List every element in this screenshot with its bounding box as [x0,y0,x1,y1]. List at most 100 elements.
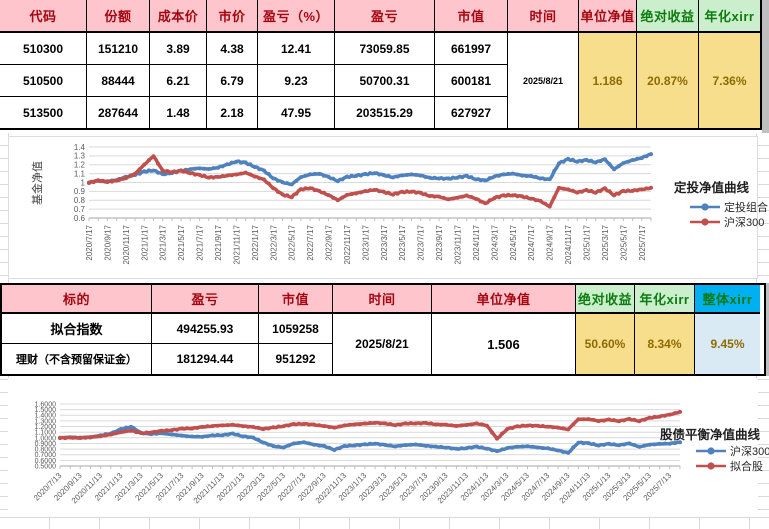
th-pnl[interactable]: 盈亏 [152,285,259,314]
th-market-price[interactable]: 市价 [207,0,258,33]
table-cell[interactable]: 4.38 [207,33,258,65]
row-label[interactable]: 拟合指数 [2,314,152,344]
svg-text:2022/3/17: 2022/3/17 [269,224,278,260]
th-market-value[interactable]: 市值 [259,285,333,314]
time-cell[interactable]: 2025/8/21 [508,33,579,130]
table-cell[interactable]: 513500 [0,97,87,130]
th-abs-return[interactable]: 绝对收益 [576,285,635,314]
table-cell[interactable]: 181294.44 [152,344,259,374]
table-cell[interactable]: 494255.93 [152,314,259,344]
th-pnl-pct[interactable]: 盈亏（%） [258,0,335,33]
svg-text:2025/5/17: 2025/5/17 [619,224,628,260]
svg-text:2025/1/17: 2025/1/17 [583,224,592,260]
legend-item[interactable]: 拟合股 [696,458,769,473]
legend-item[interactable]: 定投组合 [690,199,768,214]
svg-text:2020/11/17: 2020/11/17 [122,224,131,264]
th-pnl[interactable]: 盈亏 [335,0,435,33]
chart2-legend[interactable]: 沪深300 拟合股 [696,443,769,473]
th-time[interactable]: 时间 [508,0,579,33]
time-cell[interactable]: 2025/8/21 [333,314,432,374]
svg-text:1.1: 1.1 [74,169,86,178]
table-cell[interactable]: 1.48 [150,97,207,130]
th-annual-xirr[interactable]: 年化xirr [635,285,695,314]
th-abs-return[interactable]: 绝对收益 [637,0,699,33]
th-cost-price[interactable]: 成本价 [150,0,207,33]
svg-text:2025/3/17: 2025/3/17 [601,224,610,260]
annual-xirr-cell[interactable]: 7.36% [699,33,762,130]
stock-bond-balance-chart[interactable]: 1.6000 1.5000 1.4000 1.3000 1.2000 1.1000 1.00… [8,378,758,517]
annual-xirr-cell[interactable]: 8.34% [635,314,695,374]
table-cell[interactable]: 9.23 [258,65,335,97]
th-market-value[interactable]: 市值 [435,0,508,33]
dca-nav-chart[interactable]: 基金净值 1.4 1.3 1.2 1.1 1 0.9 0.8 0.7 0.6 2020/7/17 2… [8,136,758,279]
table-cell[interactable]: 2.18 [207,97,258,130]
table-cell[interactable]: 6.21 [150,65,207,97]
th-unit-nav[interactable]: 单位净值 [579,0,637,33]
table-cell[interactable]: 73059.85 [335,33,435,65]
unit-nav-cell[interactable]: 1.506 [432,314,576,374]
sheet-gridlines-bottom [0,517,769,529]
legend-item[interactable]: 沪深300 [696,443,769,458]
table-cell[interactable]: 1059258 [259,314,333,344]
legend-marker-red-line-icon [690,217,720,226]
svg-text:2020/7/17: 2020/7/17 [85,224,94,260]
summary-table: 标的 盈亏 市值 时间 单位净值 绝对收益 年化xirr 整体xirr 拟合指数… [0,283,766,376]
y-gridlines: 1.41.31.21.110.90.80.70.6 [74,143,651,223]
overall-xirr-cell[interactable]: 9.45% [695,314,760,374]
unit-nav-cell[interactable]: 1.186 [579,33,637,130]
th-annual-xirr[interactable]: 年化xirr [699,0,762,33]
svg-text:2023/11/17: 2023/11/17 [454,224,463,264]
abs-return-cell[interactable]: 50.60% [576,314,635,374]
svg-text:0.6000: 0.6000 [35,458,57,465]
series-line-0 [58,424,682,455]
th-overall-xirr[interactable]: 整体xirr [695,285,760,314]
row-label[interactable]: 理财（不含预留保证金） [2,344,152,374]
svg-text:2022/7/17: 2022/7/17 [306,224,315,260]
svg-text:2021/9/17: 2021/9/17 [214,224,223,260]
chart1-title: 定投净值曲线 [674,181,750,195]
svg-text:2024/3/17: 2024/3/17 [490,224,499,260]
svg-text:1.3: 1.3 [74,152,86,161]
svg-text:2023/5/17: 2023/5/17 [398,224,407,260]
svg-text:2020/9/17: 2020/9/17 [103,224,112,260]
svg-text:0.6: 0.6 [74,214,86,223]
svg-text:1.4: 1.4 [74,143,86,152]
table-cell[interactable]: 600181 [435,65,508,97]
table-cell[interactable]: 12.41 [258,33,335,65]
table-cell[interactable]: 951292 [259,344,333,374]
table-cell[interactable]: 287644 [87,97,150,130]
table-cell[interactable]: 627927 [435,97,508,130]
x-tick-labels: 2020/7/17 2020/9/17 2020/11/17 2021/1/17 202… [85,224,647,264]
th-time[interactable]: 时间 [333,285,432,314]
chart1-legend[interactable]: 定投组合 沪深300 [690,199,768,229]
th-code[interactable]: 代码 [0,0,87,33]
table-cell[interactable]: 3.89 [150,33,207,65]
table-cell[interactable]: 203515.29 [335,97,435,130]
table-cell[interactable]: 661997 [435,33,508,65]
svg-text:0.9000: 0.9000 [35,441,57,448]
table-cell[interactable]: 88444 [87,65,150,97]
th-target[interactable]: 标的 [2,285,152,314]
th-unit-nav[interactable]: 单位净值 [432,285,576,314]
table-cell[interactable]: 47.95 [258,97,335,130]
table-cell[interactable]: 6.79 [207,65,258,97]
table-cell[interactable]: 50700.31 [335,65,435,97]
svg-text:2021/5/17: 2021/5/17 [177,224,186,260]
table-cell[interactable]: 510500 [0,65,87,97]
series-line-1 [58,409,682,441]
svg-text:0.7000: 0.7000 [35,452,57,459]
svg-text:1.0000: 1.0000 [35,435,57,442]
svg-text:2024/11/17: 2024/11/17 [564,224,573,264]
x-axis [59,465,681,469]
legend-label: 沪深300 [730,445,769,458]
chart2-title: 股债平衡净值曲线 [660,428,761,442]
table-cell[interactable]: 151210 [87,33,150,65]
svg-text:2022/5/17: 2022/5/17 [288,224,297,260]
table-cell[interactable]: 510300 [0,33,87,65]
abs-return-cell[interactable]: 20.87% [637,33,699,130]
th-shares[interactable]: 份额 [87,0,150,33]
x-tick-labels: 2020/7/132020/9/132020/11/132021/1/13202… [32,471,674,506]
legend-item[interactable]: 沪深300 [690,214,768,229]
